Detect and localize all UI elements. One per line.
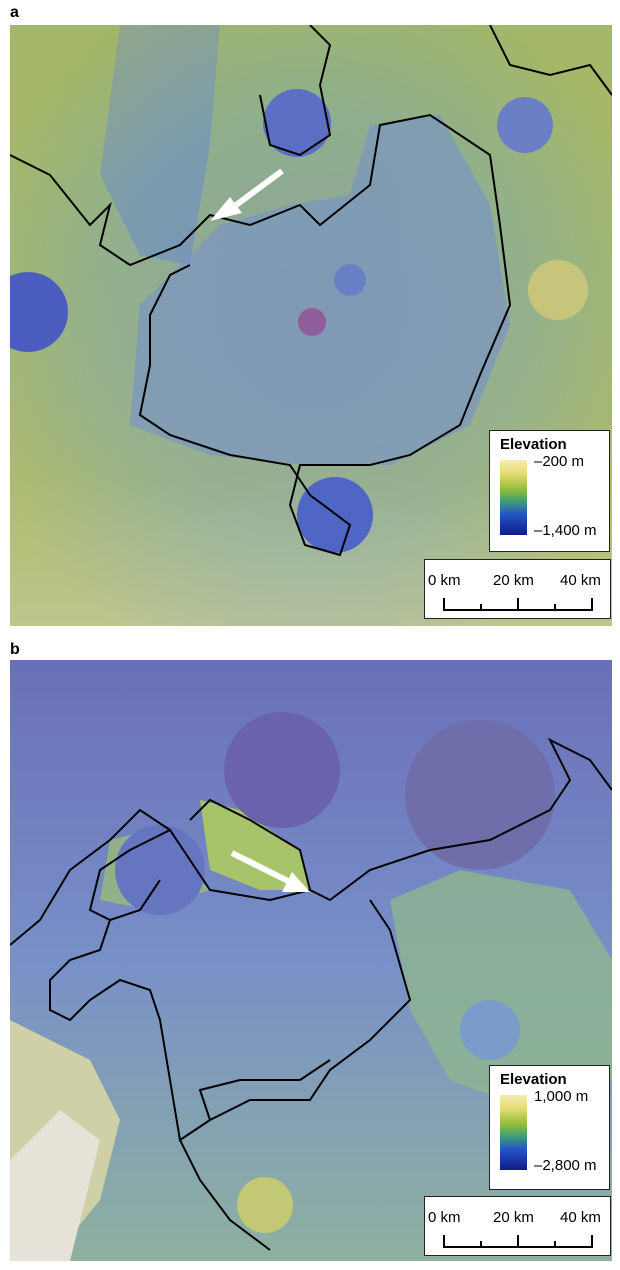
- panel-label-a: a: [10, 4, 19, 21]
- scale-bar-a: 0 km 20 km 40 km: [424, 559, 611, 619]
- legend-max: –200 m: [534, 453, 585, 470]
- scale-tick-20: 20 km: [493, 1209, 534, 1226]
- map-panel-b: Elevation 1,000 m –2,800 m 0 km 20 km 40…: [10, 660, 612, 1261]
- arrow-icon: [210, 168, 284, 221]
- legend-title: Elevation: [500, 436, 567, 453]
- elevation-map-a: [10, 25, 612, 626]
- colorbar: [500, 460, 527, 535]
- scale-bar-b: 0 km 20 km 40 km: [424, 1196, 611, 1256]
- elevation-map-b: [10, 660, 612, 1261]
- elevation-legend-b: Elevation 1,000 m –2,800 m: [489, 1065, 610, 1190]
- scale-tick-0: 0 km: [428, 1209, 461, 1226]
- legend-min: –2,800 m: [534, 1157, 597, 1174]
- legend-min: –1,400 m: [534, 522, 597, 539]
- scale-tick-40: 40 km: [560, 1209, 601, 1226]
- scale-tick-0: 0 km: [428, 572, 461, 589]
- legend-max: 1,000 m: [534, 1088, 589, 1105]
- elevation-legend-a: Elevation –200 m –1,400 m: [489, 430, 610, 552]
- panel-label-b: b: [10, 641, 20, 658]
- scale-tick-20: 20 km: [493, 572, 534, 589]
- map-panel-a: Elevation –200 m –1,400 m 0 km 20 km 40 …: [10, 25, 612, 626]
- scale-tick-40: 40 km: [560, 572, 601, 589]
- legend-title: Elevation: [500, 1071, 567, 1088]
- colorbar: [500, 1095, 527, 1170]
- arrow-icon: [230, 850, 310, 892]
